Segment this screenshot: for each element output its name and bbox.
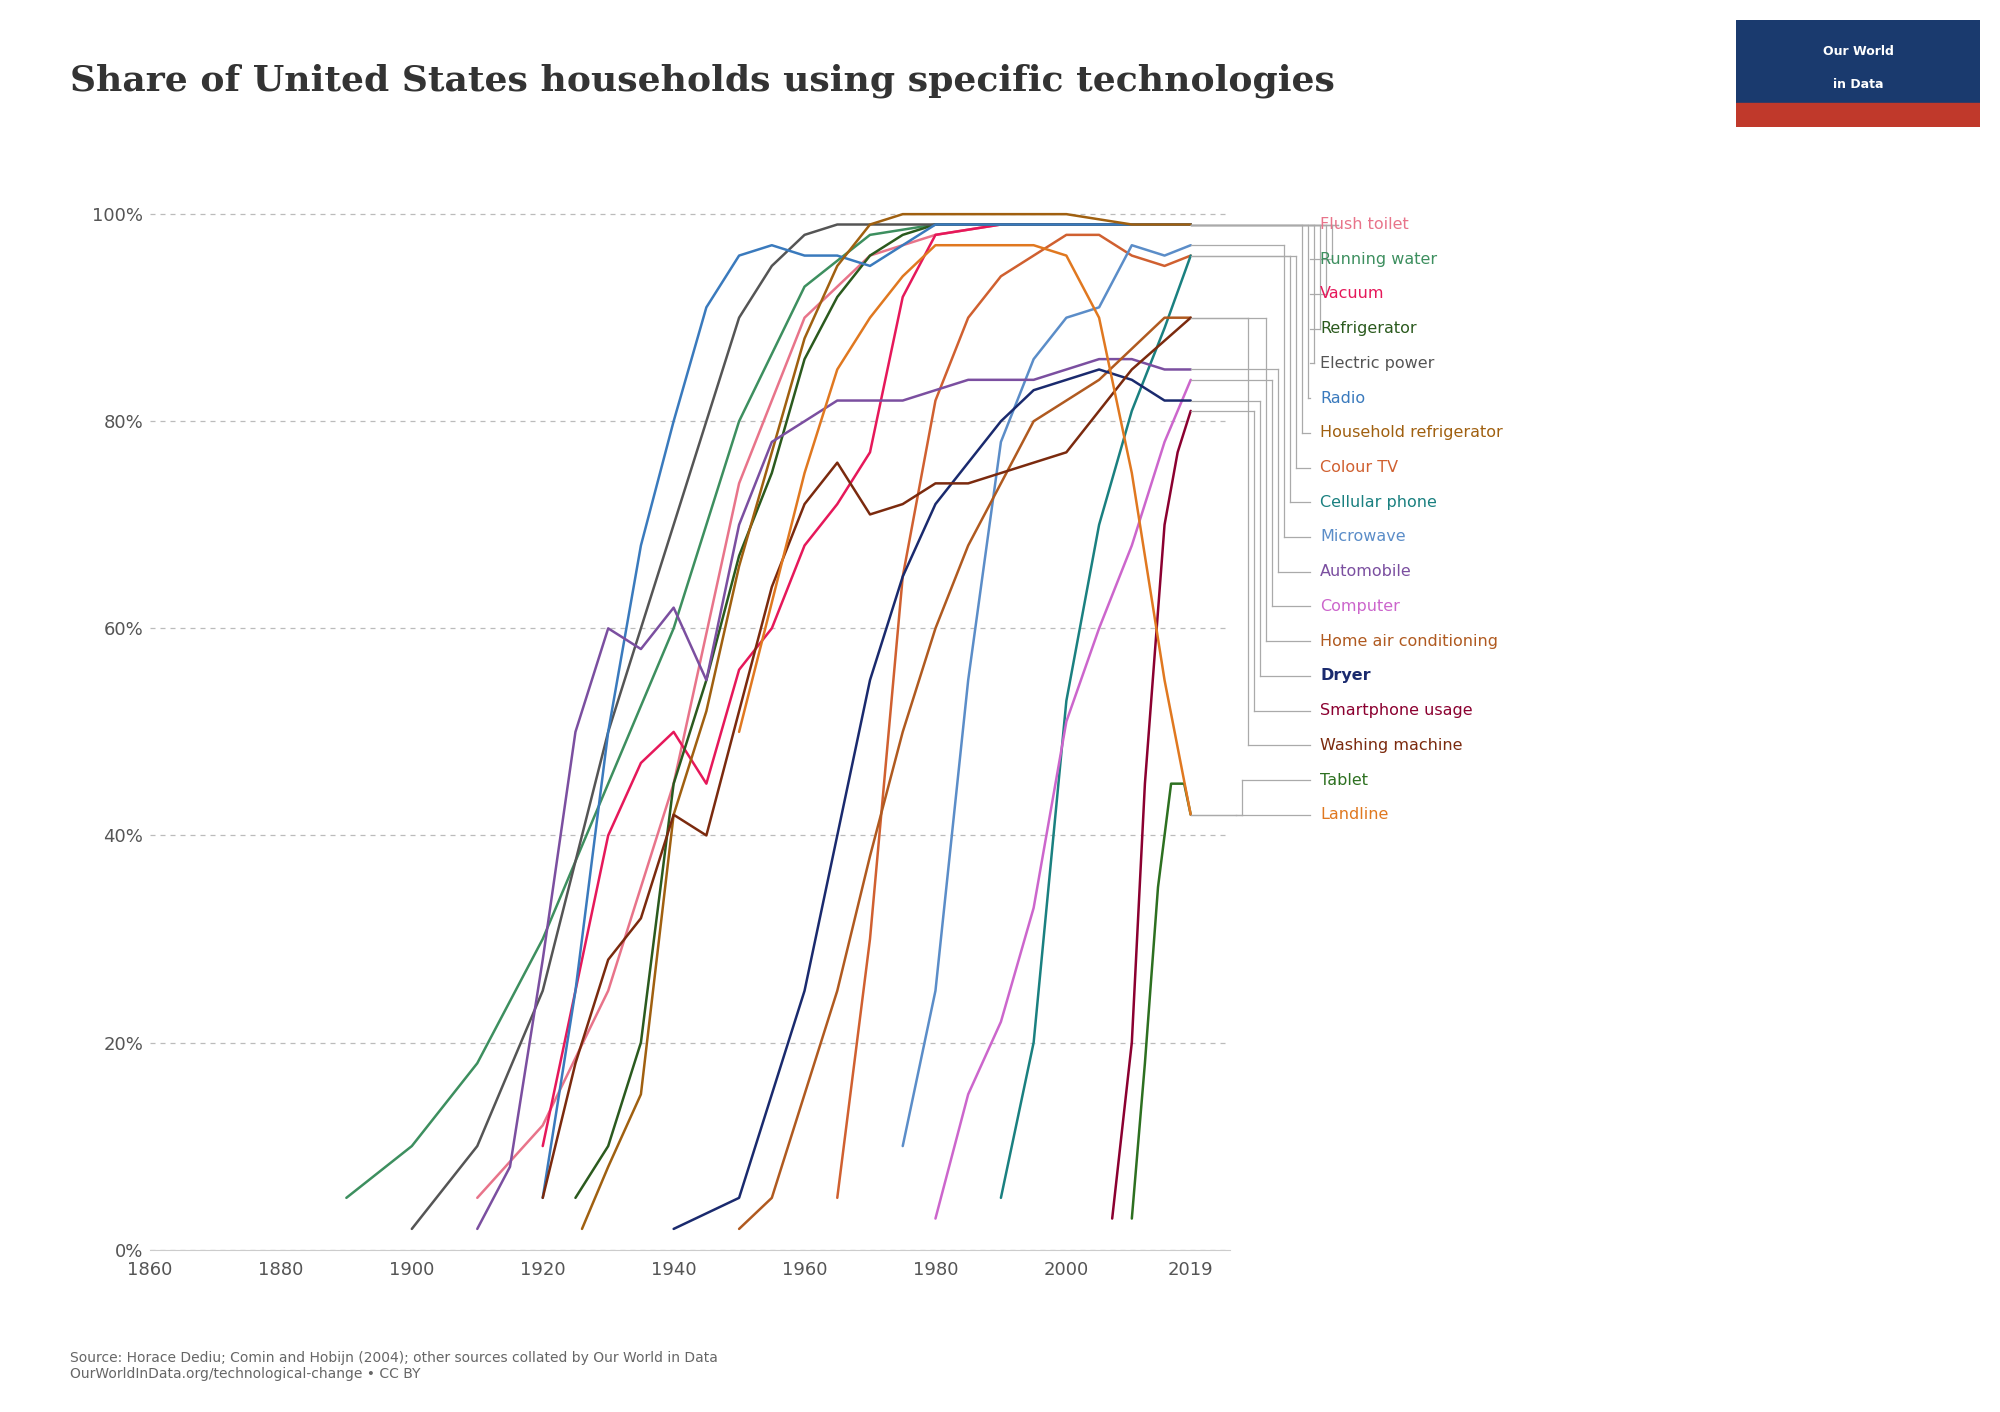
Bar: [1736, 20, 1980, 103]
Text: Cellular phone: Cellular phone: [1320, 494, 1436, 510]
Text: Source: Horace Dediu; Comin and Hobijn (2004); other sources collated by Our Wor: Source: Horace Dediu; Comin and Hobijn (…: [70, 1351, 718, 1381]
Text: Our World: Our World: [1822, 45, 1894, 58]
Text: Vacuum: Vacuum: [1320, 287, 1384, 301]
Text: Landline: Landline: [1320, 808, 1388, 822]
Text: Washing machine: Washing machine: [1320, 738, 1462, 753]
Text: Share of United States households using specific technologies: Share of United States households using …: [70, 64, 1334, 97]
Text: Microwave: Microwave: [1320, 530, 1406, 545]
Text: Home air conditioning: Home air conditioning: [1320, 634, 1498, 648]
Text: Colour TV: Colour TV: [1320, 460, 1398, 474]
Text: Flush toilet: Flush toilet: [1320, 217, 1408, 232]
Text: Automobile: Automobile: [1320, 565, 1412, 579]
Text: in Data: in Data: [1832, 78, 1884, 90]
Text: Household refrigerator: Household refrigerator: [1320, 425, 1502, 441]
Text: Tablet: Tablet: [1320, 772, 1368, 788]
Text: Radio: Radio: [1320, 391, 1366, 405]
Text: Running water: Running water: [1320, 251, 1438, 267]
Text: Computer: Computer: [1320, 599, 1400, 614]
Text: Electric power: Electric power: [1320, 356, 1434, 371]
Bar: [1736, 103, 1980, 127]
Text: Dryer: Dryer: [1320, 668, 1370, 683]
Text: Smartphone usage: Smartphone usage: [1320, 703, 1472, 719]
Text: Refrigerator: Refrigerator: [1320, 321, 1416, 336]
